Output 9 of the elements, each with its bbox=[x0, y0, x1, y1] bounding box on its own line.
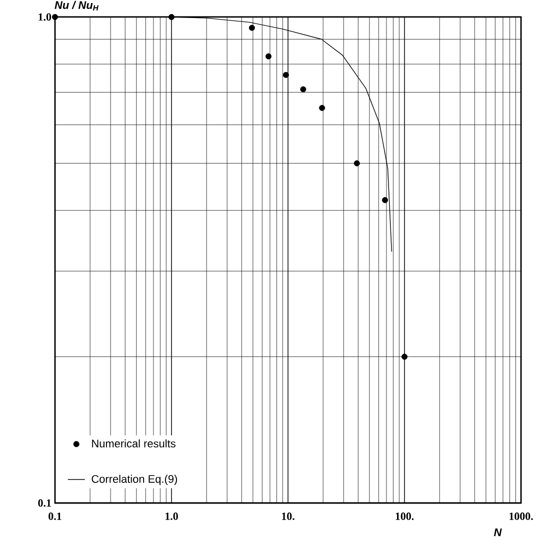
legend-label: Numerical results bbox=[92, 439, 176, 448]
x-tick-label: 10. bbox=[282, 512, 294, 520]
legend-label: Correlation Eq.(9) bbox=[92, 474, 177, 486]
x-tick-label: 1000. bbox=[510, 512, 533, 520]
y-axis-title: Nu / Nu$_{H}$ bbox=[54, 0, 99, 10]
x-tick-label: 0.1 bbox=[48, 512, 62, 520]
x-axis-title: N bbox=[494, 528, 502, 536]
x-tick-label: 100. bbox=[396, 512, 414, 520]
x-tick-label: 1.0 bbox=[166, 512, 178, 520]
